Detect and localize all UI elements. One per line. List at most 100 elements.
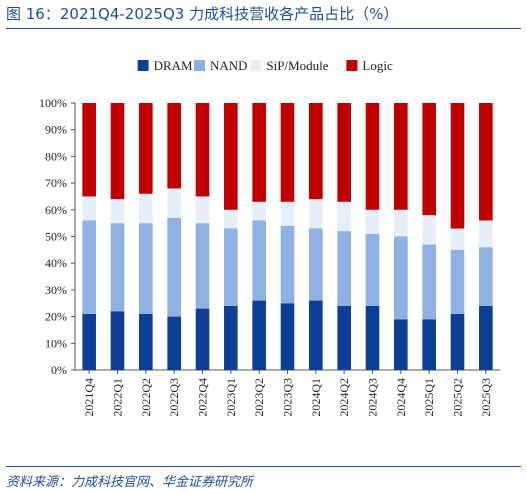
bar-segment-dram-2022q3	[167, 316, 181, 370]
bar-segment-nand-2022q1	[110, 223, 125, 312]
source-divider	[6, 466, 521, 467]
legend-label: SiP/Module	[266, 58, 328, 73]
legend: DRAM NAND SiP/Module Logic	[137, 58, 393, 73]
bar-segment-logic-2024q1	[309, 103, 323, 200]
figure-title: 图 16：2021Q4-2025Q3 力成科技营收各产品占比（%）	[6, 5, 399, 23]
bar-segment-sipmodule-2025q2	[450, 228, 465, 250]
bar-segment-dram-2022q1	[110, 311, 125, 370]
bar-segment-logic-2025q1	[422, 103, 436, 216]
legend-swatch	[346, 60, 358, 71]
bar-segment-sipmodule-2021q4	[82, 196, 96, 221]
bar-segment-dram-2023q3	[280, 303, 295, 370]
bar-segment-logic-2024q3	[365, 103, 380, 210]
bar-segment-logic-2022q2	[139, 103, 153, 194]
bar-segment-nand-2024q2	[337, 231, 351, 306]
bar-segment-sipmodule-2023q3	[280, 201, 295, 226]
x-tick-label: 2025Q3	[479, 378, 493, 417]
y-tick-label: 100%	[39, 96, 67, 110]
x-tick-label: 2022Q4	[196, 378, 210, 417]
bar-segment-logic-2023q2	[252, 103, 266, 202]
bar-segment-sipmodule-2022q1	[110, 199, 125, 224]
x-tick-label: 2021Q4	[82, 378, 96, 417]
bar-segment-nand-2023q2	[252, 220, 266, 301]
y-tick-label: 20%	[45, 310, 67, 324]
x-tick-label: 2025Q2	[451, 378, 465, 417]
legend-label: Logic	[362, 58, 393, 73]
x-tick-label: 2024Q4	[394, 378, 408, 417]
legend-swatch	[250, 60, 262, 71]
bar-segment-sipmodule-2025q3	[479, 220, 493, 248]
x-tick-label: 2024Q3	[366, 378, 380, 417]
bar-segment-sipmodule-2022q4	[195, 196, 210, 224]
bar-segment-nand-2022q4	[195, 223, 210, 309]
bar-segment-nand-2025q1	[422, 244, 436, 320]
x-tick-label: 2023Q1	[224, 378, 238, 417]
legend-swatch	[137, 60, 149, 71]
bar-segment-sipmodule-2024q2	[337, 201, 351, 232]
y-tick-label: 60%	[45, 203, 67, 217]
bar-segment-dram-2022q4	[195, 308, 210, 370]
bar-segment-sipmodule-2022q3	[167, 188, 181, 218]
bar-segment-dram-2025q1	[422, 319, 436, 370]
bar-segment-dram-2021q4	[82, 313, 96, 370]
bar-segment-sipmodule-2023q1	[224, 209, 238, 229]
bar-segment-logic-2024q4	[394, 103, 408, 210]
bar-segment-nand-2022q3	[167, 217, 181, 317]
x-tick-label: 2025Q1	[422, 378, 436, 417]
y-tick-label: 70%	[45, 176, 67, 190]
source-note: 资料来源：力成科技官网、华金证券研究所	[6, 475, 254, 490]
title-divider	[6, 28, 521, 29]
x-tick-label: 2022Q1	[111, 378, 125, 417]
bar-segment-dram-2025q2	[450, 313, 465, 370]
bar-segment-dram-2024q4	[394, 319, 408, 370]
y-tick-label: 80%	[45, 149, 67, 163]
y-tick-label: 0%	[51, 363, 67, 377]
x-tick-label: 2022Q2	[139, 378, 153, 417]
bar-segment-nand-2024q4	[394, 236, 408, 320]
x-tick-label: 2022Q3	[167, 378, 181, 417]
bar-segment-nand-2023q1	[224, 228, 238, 306]
bar-segment-logic-2023q3	[280, 103, 295, 202]
y-tick-label: 10%	[45, 336, 67, 350]
bar-segment-logic-2022q1	[110, 103, 125, 200]
bar-segment-nand-2025q3	[479, 247, 493, 306]
bar-segment-logic-2021q4	[82, 103, 96, 197]
y-tick-label: 40%	[45, 256, 67, 270]
x-tick-label: 2024Q2	[337, 378, 351, 417]
bar-segment-logic-2024q2	[337, 103, 351, 202]
y-tick-label: 50%	[45, 230, 67, 244]
bar-segment-sipmodule-2023q2	[252, 201, 266, 221]
bar-segment-nand-2021q4	[82, 220, 96, 314]
bar-segment-logic-2025q2	[450, 103, 465, 229]
bar-segment-sipmodule-2025q1	[422, 215, 436, 245]
bar-segment-logic-2022q3	[167, 103, 181, 189]
bar-segment-dram-2023q1	[224, 305, 238, 370]
bar-segment-dram-2023q2	[252, 300, 266, 370]
y-tick-label: 90%	[45, 123, 67, 137]
bar-segment-sipmodule-2024q3	[365, 209, 380, 234]
bar-segment-dram-2024q3	[365, 305, 380, 370]
bar-segment-dram-2024q2	[337, 305, 351, 370]
bar-segment-nand-2023q3	[280, 225, 295, 304]
legend-swatch	[194, 60, 205, 71]
bar-segment-nand-2024q3	[365, 233, 380, 306]
bar-segment-dram-2024q1	[309, 300, 323, 370]
bar-segment-nand-2022q2	[139, 223, 153, 314]
bar-segment-logic-2023q1	[224, 103, 238, 210]
bar-segment-logic-2022q4	[195, 103, 210, 197]
x-tick-label: 2023Q2	[252, 378, 266, 417]
legend-label: DRAM	[154, 58, 193, 73]
y-tick-label: 30%	[45, 283, 67, 297]
bar-segment-logic-2025q3	[479, 103, 493, 221]
bar-segment-dram-2025q3	[479, 305, 493, 370]
bar-segment-nand-2024q1	[309, 228, 323, 301]
x-tick-label: 2024Q1	[309, 378, 323, 417]
x-tick-label: 2023Q3	[281, 378, 295, 417]
bar-segment-sipmodule-2024q4	[394, 209, 408, 237]
bar-segment-sipmodule-2022q2	[139, 193, 153, 224]
legend-label: NAND	[210, 58, 248, 73]
bar-segment-dram-2022q2	[139, 313, 153, 370]
bar-segment-nand-2025q2	[450, 249, 465, 314]
bar-segment-sipmodule-2024q1	[309, 199, 323, 229]
